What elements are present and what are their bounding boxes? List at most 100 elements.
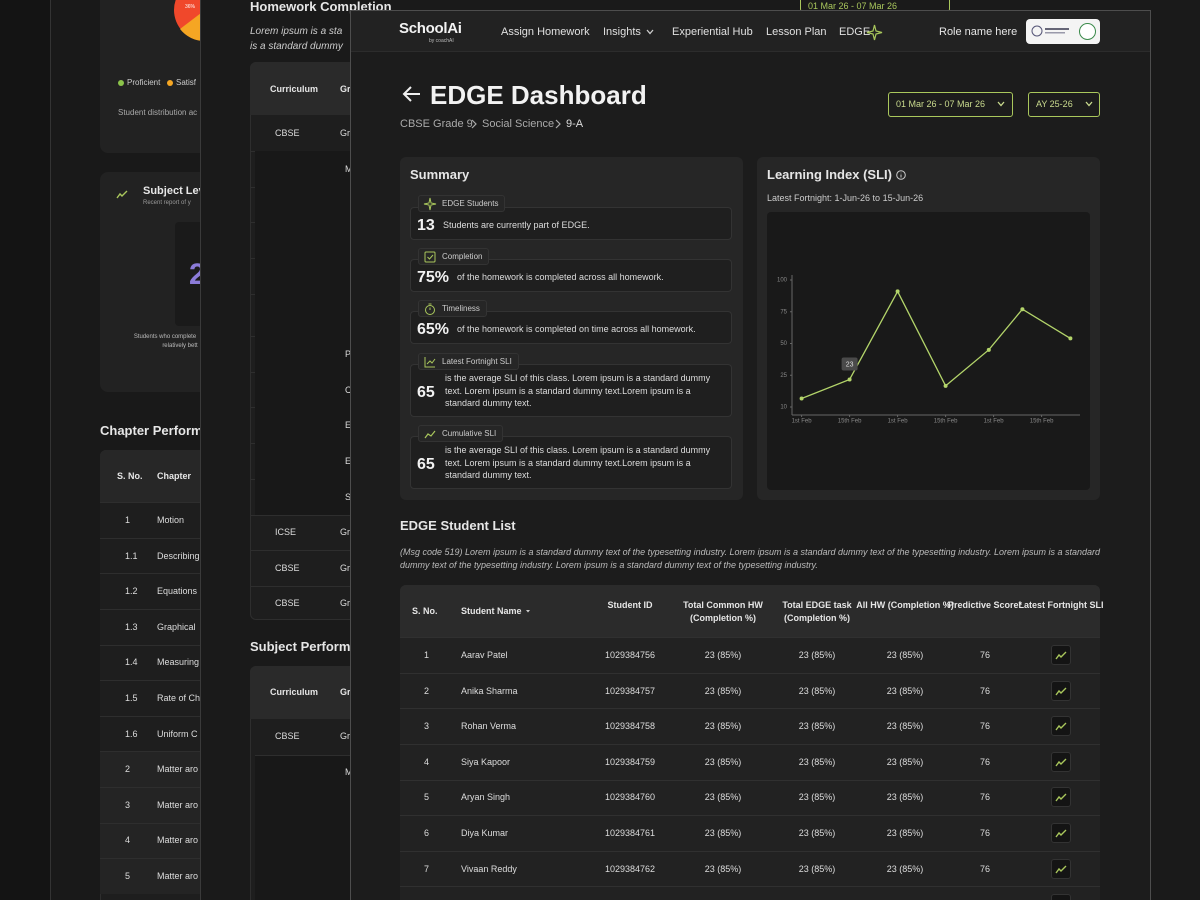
legend-label: Proficient bbox=[127, 78, 161, 87]
table-cell: 1.3 bbox=[125, 621, 138, 632]
table-cell: CBSE bbox=[275, 598, 300, 608]
table-row bbox=[400, 744, 1100, 780]
sli-point bbox=[986, 347, 991, 352]
table-cell: 1.6 bbox=[125, 728, 138, 739]
table-header-cell: Gr bbox=[340, 84, 351, 94]
table-cell: 4 bbox=[424, 756, 430, 767]
table-header-cell: Curriculum bbox=[270, 84, 319, 94]
value-tooltip bbox=[841, 357, 858, 371]
table-cell: Motion bbox=[157, 515, 185, 525]
crumb-sep bbox=[555, 119, 561, 129]
sli-button[interactable] bbox=[1051, 787, 1071, 808]
logo: SchoolAi bbox=[399, 20, 462, 37]
summary-icon-part bbox=[425, 305, 435, 315]
pie-chart-part bbox=[180, 10, 205, 42]
table-header-cell: Gr bbox=[340, 687, 351, 697]
table-cell: 23 (85%) bbox=[886, 756, 924, 767]
legend-label: Satisf bbox=[176, 78, 197, 87]
table-cell: 76 bbox=[979, 650, 990, 660]
sli-button[interactable] bbox=[1051, 716, 1071, 737]
nav-item[interactable]: Lesson Plan bbox=[766, 26, 827, 38]
column-header[interactable]: Student Name bbox=[461, 606, 522, 616]
table-cell: Rohan Verma bbox=[461, 721, 517, 732]
back-arrow[interactable] bbox=[402, 85, 422, 103]
summary-text: of the homework is completed on time acr… bbox=[457, 323, 696, 334]
sli-point bbox=[1020, 307, 1025, 312]
table-cell: 23 (85%) bbox=[704, 650, 742, 660]
card-caption: Student distribution ac bbox=[118, 108, 198, 117]
trend-icon-part bbox=[1055, 758, 1067, 767]
table-row bbox=[400, 779, 1100, 816]
card-title: Subject Lev bbox=[143, 185, 205, 197]
card-note: relatively bett bbox=[162, 343, 198, 349]
table-cell: 6 bbox=[424, 828, 430, 838]
summary-icon bbox=[425, 303, 435, 315]
section-title: Subject Perform bbox=[250, 639, 351, 654]
table-cell: 23 (85%) bbox=[886, 650, 924, 660]
sli-button[interactable] bbox=[1051, 823, 1071, 843]
card-subtitle: Recent report of y bbox=[143, 200, 191, 206]
breadcrumb[interactable]: Social Science bbox=[482, 118, 555, 130]
info-icon bbox=[896, 170, 906, 180]
table-cell: 1.1 bbox=[125, 550, 138, 561]
crumb-sep bbox=[471, 119, 477, 129]
info-icon-part bbox=[896, 170, 906, 180]
nav-item[interactable]: Assign Homework bbox=[501, 26, 590, 38]
summary-item bbox=[410, 364, 732, 417]
card-title: Summary bbox=[410, 167, 470, 182]
table-cell: 1029384761 bbox=[604, 828, 656, 838]
summary-icon bbox=[424, 430, 436, 439]
table-cell: 76 bbox=[979, 756, 990, 767]
column-header: Total Common HW (Completion %) bbox=[683, 600, 763, 623]
sli-button[interactable] bbox=[1051, 894, 1071, 900]
table-cell: Gr bbox=[340, 563, 350, 573]
table-cell: 23 (85%) bbox=[704, 721, 742, 732]
table-header bbox=[400, 585, 1100, 638]
sli-button[interactable] bbox=[1051, 645, 1071, 665]
trend-icon-part bbox=[1055, 722, 1067, 731]
table-cell: 23 (85%) bbox=[886, 792, 924, 803]
y-tick-label: 10 bbox=[780, 405, 787, 411]
navbar bbox=[351, 11, 1150, 52]
value-tooltip-text: 23 bbox=[846, 361, 854, 368]
trend-icon-part bbox=[1055, 687, 1067, 696]
table-cell: 76 bbox=[979, 721, 990, 732]
nav-item[interactable]: Experiential Hub bbox=[672, 26, 753, 38]
breadcrumb[interactable]: CBSE Grade 9 bbox=[400, 118, 473, 130]
summary-icon-part bbox=[423, 197, 437, 211]
table-cell: 23 (85%) bbox=[798, 792, 836, 803]
sli-button[interactable] bbox=[1051, 751, 1071, 772]
summary-value: 65 bbox=[417, 383, 435, 401]
sli-button[interactable] bbox=[1051, 680, 1071, 701]
summary-value: 75% bbox=[417, 268, 450, 286]
nav-item[interactable]: EDGE bbox=[839, 26, 871, 38]
column-header: Total EDGE task (Completion %) bbox=[782, 600, 852, 623]
date-dropdown[interactable] bbox=[888, 92, 1013, 117]
sli-button[interactable] bbox=[1051, 858, 1071, 879]
x-tick-label: 1st Feb bbox=[984, 419, 1005, 425]
logo-sub: by coachAI bbox=[429, 38, 454, 44]
section-title: EDGE Student List bbox=[400, 518, 516, 533]
trend-icon bbox=[1055, 758, 1067, 767]
table-cell: 23 (85%) bbox=[798, 828, 836, 838]
trend-icon-part bbox=[116, 190, 128, 199]
table-cell: Equations bbox=[157, 586, 198, 597]
x-tick-label: 15th Feb bbox=[838, 419, 862, 425]
year-dropdown[interactable] bbox=[1028, 92, 1100, 117]
table-cell: 1029384756 bbox=[604, 650, 656, 660]
trend-icon bbox=[116, 190, 128, 199]
x-tick-label: 15th Feb bbox=[1030, 419, 1054, 425]
table-cell: 1029384760 bbox=[604, 792, 656, 803]
school-crest-part bbox=[1045, 32, 1065, 34]
nav-item[interactable]: Insights bbox=[603, 26, 641, 38]
chevron bbox=[1085, 101, 1093, 107]
table-cell: Matter aro bbox=[157, 835, 199, 846]
table-cell: Uniform C bbox=[157, 728, 198, 739]
chevron-part bbox=[646, 29, 654, 35]
chevron bbox=[997, 101, 1005, 107]
table-header-cell: Curriculum bbox=[270, 687, 319, 697]
table-header-cell: S. No. bbox=[117, 471, 143, 481]
trend-icon-part bbox=[1055, 865, 1067, 874]
table-row bbox=[400, 708, 1100, 744]
